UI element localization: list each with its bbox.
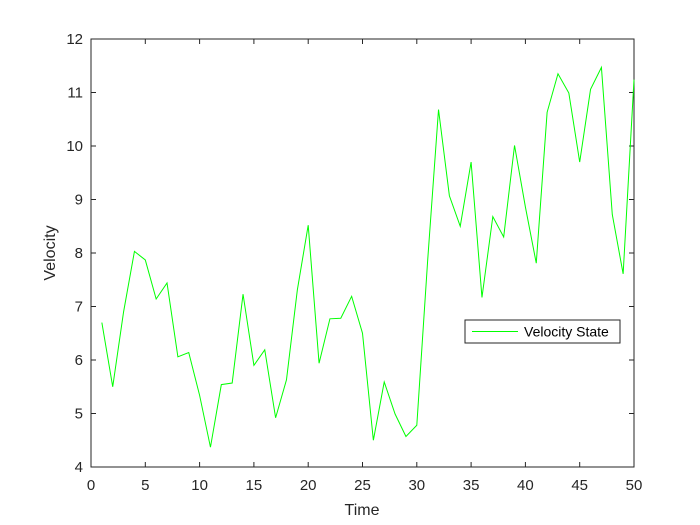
- legend-box: [464, 319, 621, 344]
- y-tick-label: 5: [75, 406, 83, 423]
- y-tick-label: 6: [75, 352, 83, 369]
- y-tick-label: 10: [66, 138, 83, 155]
- y-axis-ticks: 4 5 6 7 8 9 10 11 12: [66, 31, 634, 476]
- x-axis-ticks: 0 5 10 15 20 25 30 35 40 45 50: [87, 39, 643, 494]
- x-tick-label: 40: [517, 477, 534, 494]
- plot-area: [91, 39, 634, 467]
- y-tick-label: 4: [75, 459, 83, 476]
- series-layer: [101, 65, 635, 448]
- y-tick-label: 9: [75, 192, 83, 209]
- x-tick-label: 30: [408, 477, 425, 494]
- x-tick-label: 20: [300, 477, 317, 494]
- legend-label: Velocity State: [524, 324, 609, 340]
- x-tick-label: 10: [191, 477, 208, 494]
- x-tick-label: 15: [246, 477, 263, 494]
- y-tick-label: 8: [75, 245, 83, 262]
- y-tick-label: 11: [67, 85, 83, 102]
- x-axis-label: Time: [345, 502, 380, 519]
- x-tick-label: 5: [141, 477, 149, 494]
- x-tick-label: 50: [626, 477, 643, 494]
- y-tick-label: 12: [66, 31, 83, 48]
- x-tick-label: 35: [463, 477, 480, 494]
- legend: Velocity State: [464, 319, 621, 344]
- series-line: [101, 65, 635, 448]
- x-tick-label: 0: [87, 477, 95, 494]
- y-tick-label: 7: [75, 299, 83, 316]
- y-axis-label: Velocity: [42, 225, 59, 280]
- x-tick-label: 25: [354, 477, 371, 494]
- x-tick-label: 45: [571, 477, 588, 494]
